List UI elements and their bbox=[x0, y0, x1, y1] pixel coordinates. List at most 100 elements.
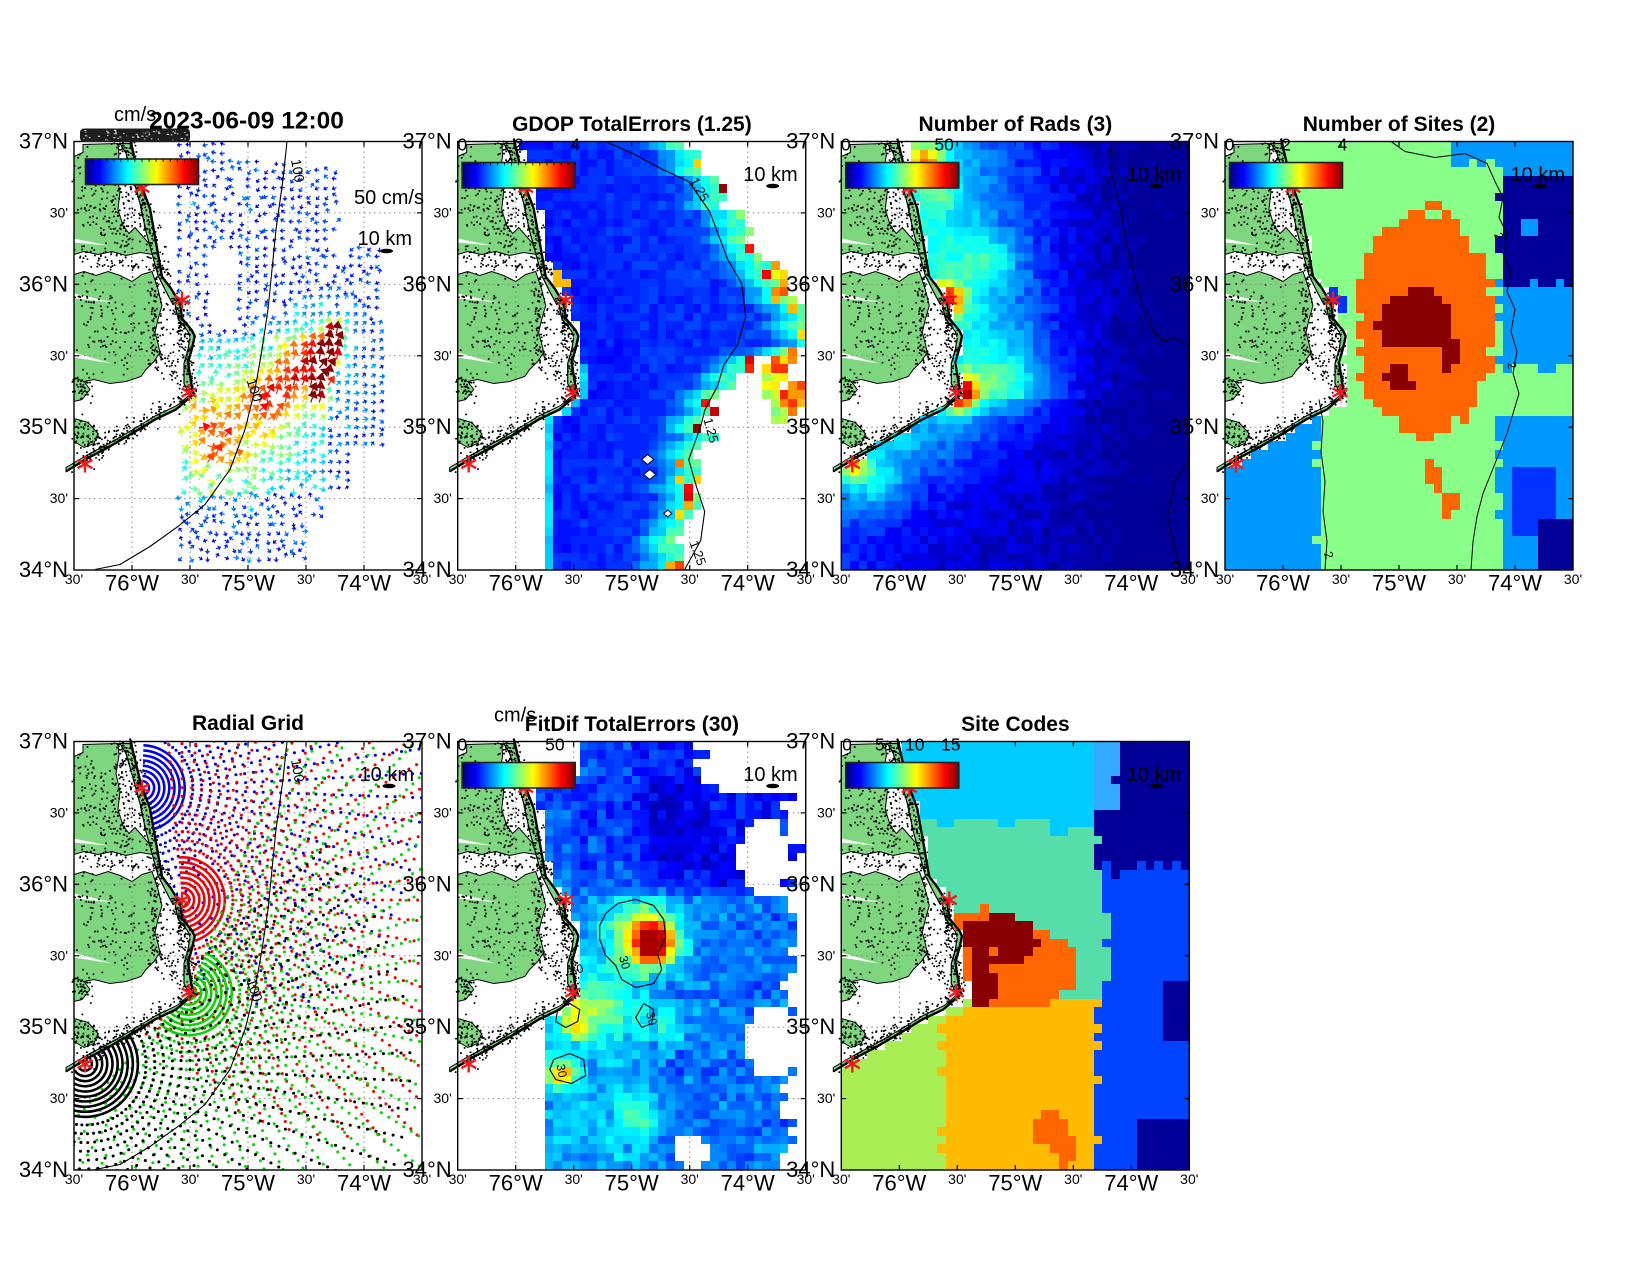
svg-text:30: 30 bbox=[616, 954, 633, 971]
svg-text:30': 30' bbox=[948, 1171, 966, 1187]
svg-text:37°N: 37°N bbox=[403, 729, 452, 754]
svg-text:5: 5 bbox=[875, 735, 885, 755]
svg-text:30': 30' bbox=[181, 571, 199, 587]
svg-text:37°N: 37°N bbox=[403, 129, 452, 154]
svg-text:100: 100 bbox=[244, 376, 267, 403]
svg-text:0: 0 bbox=[842, 735, 852, 755]
svg-text:0: 0 bbox=[457, 735, 467, 755]
svg-text:74°W: 74°W bbox=[721, 571, 775, 596]
svg-text:76°W: 76°W bbox=[1256, 571, 1310, 596]
svg-text:10 km: 10 km bbox=[358, 228, 412, 250]
svg-text:34°N: 34°N bbox=[786, 1157, 835, 1182]
svg-text:2: 2 bbox=[1321, 550, 1337, 561]
svg-text:30': 30' bbox=[449, 571, 467, 587]
svg-text:35°N: 35°N bbox=[19, 1014, 68, 1039]
svg-text:Radial Grid: Radial Grid bbox=[192, 712, 304, 735]
svg-text:30': 30' bbox=[1064, 571, 1082, 587]
svg-text:30': 30' bbox=[181, 1171, 199, 1187]
svg-text:30': 30' bbox=[1201, 204, 1219, 220]
svg-text:76°W: 76°W bbox=[872, 571, 926, 596]
svg-text:2: 2 bbox=[1504, 360, 1519, 370]
svg-text:75°W: 75°W bbox=[221, 571, 275, 596]
svg-text:2: 2 bbox=[514, 135, 524, 155]
svg-text:30': 30' bbox=[1201, 347, 1219, 363]
svg-text:Number of Rads (3): Number of Rads (3) bbox=[919, 113, 1113, 136]
svg-text:30': 30' bbox=[817, 947, 835, 963]
svg-text:100: 100 bbox=[244, 976, 267, 1003]
svg-text:10 km: 10 km bbox=[1127, 764, 1181, 786]
svg-text:0: 0 bbox=[841, 135, 851, 155]
svg-text:30': 30' bbox=[50, 204, 68, 220]
svg-text:30': 30' bbox=[433, 804, 451, 820]
svg-text:35°N: 35°N bbox=[1170, 414, 1219, 439]
svg-text:30': 30' bbox=[65, 571, 83, 587]
svg-text:100: 100 bbox=[288, 758, 308, 784]
svg-text:37°N: 37°N bbox=[19, 129, 68, 154]
svg-text:30': 30' bbox=[433, 947, 451, 963]
svg-text:30': 30' bbox=[1564, 571, 1582, 587]
svg-text:30': 30' bbox=[681, 571, 699, 587]
svg-text:30': 30' bbox=[433, 490, 451, 506]
svg-text:74°W: 74°W bbox=[1104, 1171, 1158, 1196]
svg-text:75°W: 75°W bbox=[1372, 571, 1426, 596]
svg-text:10: 10 bbox=[905, 735, 925, 755]
svg-text:37°N: 37°N bbox=[1170, 129, 1219, 154]
svg-text:30': 30' bbox=[832, 1171, 850, 1187]
svg-text:0: 0 bbox=[457, 135, 467, 155]
svg-text:30': 30' bbox=[50, 347, 68, 363]
svg-text:74°W: 74°W bbox=[1104, 571, 1158, 596]
svg-text:35°N: 35°N bbox=[403, 1014, 452, 1039]
svg-text:1.25: 1.25 bbox=[701, 416, 722, 444]
svg-text:76°W: 76°W bbox=[489, 1171, 543, 1196]
svg-text:76°W: 76°W bbox=[105, 1171, 159, 1196]
svg-text:2: 2 bbox=[1491, 231, 1507, 242]
svg-text:Number of Sites (2): Number of Sites (2) bbox=[1303, 113, 1496, 136]
svg-text:30': 30' bbox=[50, 1090, 68, 1106]
svg-text:36°N: 36°N bbox=[19, 271, 68, 296]
svg-text:76°W: 76°W bbox=[105, 571, 159, 596]
svg-text:50: 50 bbox=[545, 735, 565, 755]
svg-text:30': 30' bbox=[433, 204, 451, 220]
svg-text:30': 30' bbox=[1064, 1171, 1082, 1187]
svg-text:35°N: 35°N bbox=[786, 414, 835, 439]
svg-text:50 cm/s: 50 cm/s bbox=[354, 187, 424, 209]
svg-text:10 km: 10 km bbox=[1127, 164, 1181, 186]
svg-text:36°N: 36°N bbox=[403, 871, 452, 896]
svg-text:30: 30 bbox=[568, 961, 585, 978]
svg-text:30': 30' bbox=[297, 1171, 315, 1187]
svg-text:cm/s: cm/s bbox=[114, 104, 156, 126]
svg-text:10 km: 10 km bbox=[360, 764, 414, 786]
svg-text:35°N: 35°N bbox=[403, 414, 452, 439]
svg-text:30': 30' bbox=[433, 1090, 451, 1106]
svg-text:36°N: 36°N bbox=[786, 271, 835, 296]
svg-text:30': 30' bbox=[817, 804, 835, 820]
svg-text:30': 30' bbox=[1201, 490, 1219, 506]
svg-text:10 km: 10 km bbox=[1511, 164, 1565, 186]
svg-text:30': 30' bbox=[65, 1171, 83, 1187]
svg-text:50: 50 bbox=[934, 135, 954, 155]
svg-text:30': 30' bbox=[449, 1171, 467, 1187]
svg-text:35°N: 35°N bbox=[19, 414, 68, 439]
svg-text:10 km: 10 km bbox=[743, 164, 797, 186]
svg-text:30': 30' bbox=[1332, 571, 1350, 587]
svg-text:36°N: 36°N bbox=[19, 871, 68, 896]
svg-text:Site Codes: Site Codes bbox=[961, 713, 1070, 736]
svg-text:10 km: 10 km bbox=[743, 764, 797, 786]
svg-text:36°N: 36°N bbox=[403, 271, 452, 296]
svg-text:30': 30' bbox=[1448, 571, 1466, 587]
svg-text:30': 30' bbox=[817, 347, 835, 363]
svg-text:76°W: 76°W bbox=[872, 1171, 926, 1196]
svg-text:30': 30' bbox=[565, 1171, 583, 1187]
svg-text:15: 15 bbox=[941, 735, 960, 755]
svg-text:74°W: 74°W bbox=[721, 1171, 775, 1196]
svg-text:30': 30' bbox=[50, 804, 68, 820]
svg-text:30': 30' bbox=[50, 947, 68, 963]
svg-text:0: 0 bbox=[1225, 135, 1235, 155]
svg-text:30': 30' bbox=[50, 490, 68, 506]
svg-text:100: 100 bbox=[288, 158, 308, 184]
svg-text:30': 30' bbox=[817, 490, 835, 506]
svg-text:34°N: 34°N bbox=[1170, 557, 1219, 582]
svg-text:37°N: 37°N bbox=[786, 129, 835, 154]
svg-text:30': 30' bbox=[1180, 571, 1198, 587]
svg-text:30': 30' bbox=[433, 347, 451, 363]
